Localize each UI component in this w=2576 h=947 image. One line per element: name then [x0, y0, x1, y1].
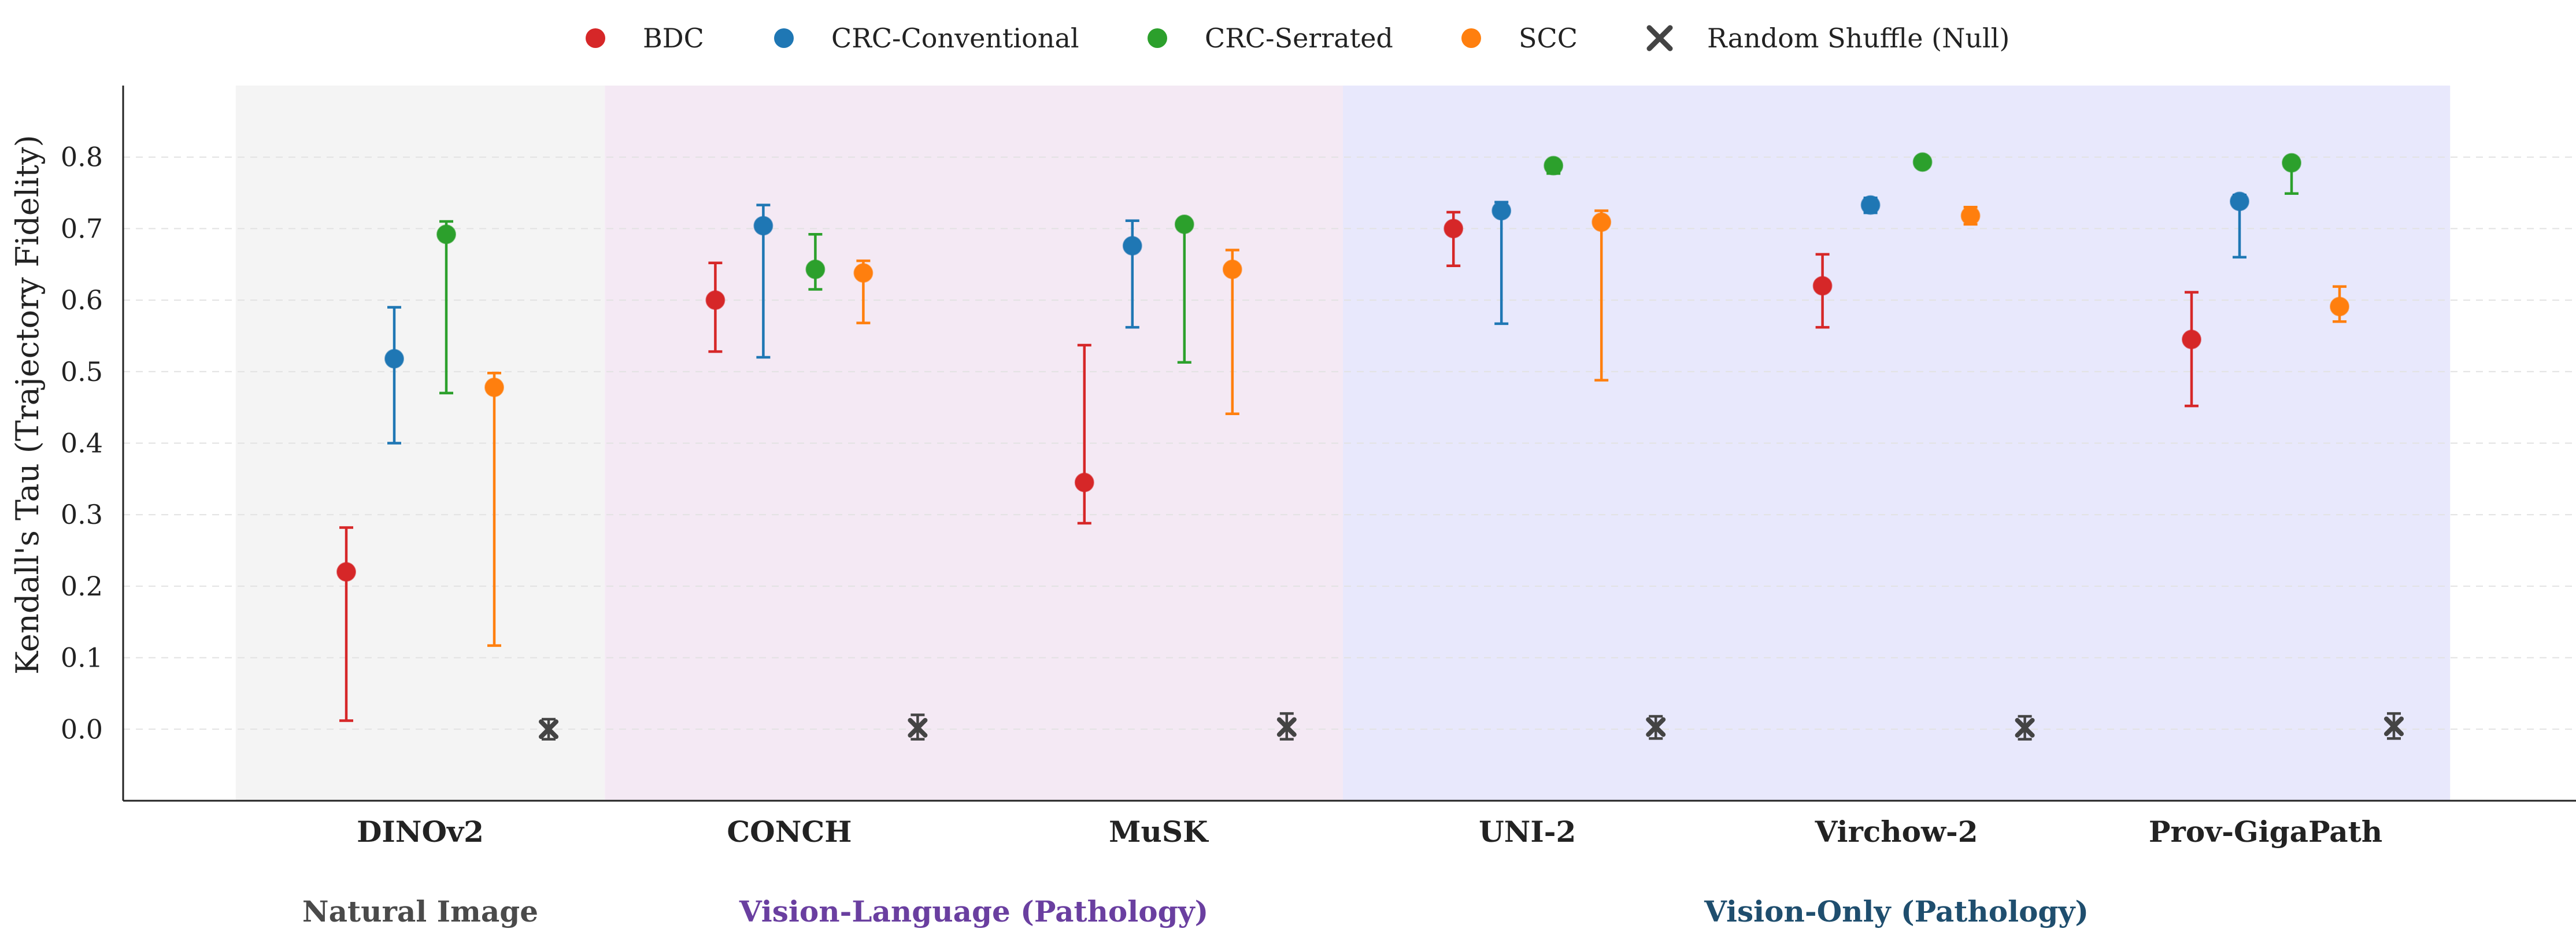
data-point	[753, 216, 773, 236]
data-point	[2330, 297, 2349, 317]
data-point	[805, 259, 826, 279]
y-tick-label: 0.4	[61, 428, 103, 459]
data-point	[436, 224, 456, 245]
legend-item: SCC	[1461, 23, 1578, 54]
data-point	[1960, 206, 1981, 226]
legend-label: Random Shuffle (Null)	[1707, 23, 2009, 54]
data-point	[1812, 276, 1833, 296]
data-point	[2384, 716, 2404, 737]
data-marks-layer	[336, 152, 2404, 741]
x-tick-label: CONCH	[727, 815, 852, 849]
data-point	[2230, 191, 2249, 212]
data-point	[484, 378, 504, 398]
y-tick-label: 0.3	[61, 499, 103, 530]
y-tick-label: 0.8	[61, 142, 103, 173]
legend-item: CRC-Serrated	[1148, 23, 1393, 54]
data-point	[1174, 214, 1194, 234]
data-point	[336, 562, 356, 582]
legend-label: CRC-Conventional	[831, 23, 1079, 54]
group-label-0: Natural Image	[302, 894, 538, 928]
data-point	[1444, 219, 1464, 239]
legend-item: CRC-Conventional	[774, 23, 1079, 54]
data-point	[1860, 195, 1881, 215]
legend-marker-icon	[586, 28, 605, 48]
data-point	[908, 717, 928, 738]
series-crc-conventional	[384, 191, 2249, 445]
legend-label: BDC	[643, 23, 704, 54]
data-point	[1122, 236, 1142, 256]
axes-layer: 0.0 0.1 0.2 0.3 0.4 0.5 0.6 0.7 0.8	[61, 86, 2576, 802]
data-point	[1646, 717, 1666, 737]
legend-item: BDC	[586, 23, 704, 54]
gridlines-layer	[123, 156, 2576, 730]
x-tick-label: DINOv2	[357, 815, 484, 849]
data-point	[2182, 330, 2201, 350]
group-shading-layer	[235, 86, 2451, 801]
legend-marker-icon	[774, 28, 794, 48]
group-label-2: Vision-Only (Pathology)	[1704, 894, 2089, 928]
series-random-shuffle-null-	[539, 712, 2404, 741]
data-point	[539, 719, 558, 739]
data-point	[1592, 212, 1612, 232]
legend-label: CRC-Serrated	[1205, 23, 1393, 54]
y-tick-label: 0.6	[61, 284, 103, 316]
y-tick-label: 0.5	[61, 356, 103, 387]
data-point	[853, 263, 874, 283]
data-point	[384, 349, 404, 369]
category-labels-layer: Natural Image Vision-Language (Pathology)…	[302, 815, 2382, 928]
x-tick-label: MuSK	[1109, 815, 1209, 849]
data-point	[1544, 156, 1564, 176]
data-point	[1222, 259, 1242, 279]
y-tick-label: 0.7	[61, 213, 103, 244]
data-point	[705, 290, 726, 310]
y-tick-label: 0.0	[61, 713, 103, 745]
x-tick-label: UNI-2	[1479, 815, 1576, 849]
x-tick-label: Virchow-2	[1815, 815, 1978, 849]
y-tick-label: 0.1	[61, 642, 103, 674]
series-scc	[484, 206, 2349, 647]
series-crc-serrated	[436, 152, 2301, 395]
legend-label: SCC	[1519, 23, 1578, 54]
x-tick-label: Prov-GigaPath	[2149, 815, 2382, 849]
legend-x-marker-icon	[1646, 25, 1673, 51]
data-point	[2282, 153, 2301, 173]
legend-marker-icon	[1148, 28, 1167, 48]
data-point	[1491, 201, 1512, 221]
group-label-1: Vision-Language (Pathology)	[739, 894, 1208, 928]
series-bdc	[336, 210, 2201, 722]
data-point	[1074, 472, 1094, 493]
data-point	[1912, 152, 1933, 172]
data-point	[2015, 717, 2035, 738]
legend-marker-icon	[1461, 28, 1481, 48]
y-axis-label: Kendall's Tau (Trajectory Fidelity)	[9, 135, 46, 674]
legend: BDC CRC-Conventional CRC-Serrated SCC Random…	[586, 23, 2009, 54]
y-tick-label: 0.2	[61, 571, 103, 602]
data-point	[1276, 717, 1297, 737]
legend-item: Random Shuffle (Null)	[1646, 23, 2009, 54]
